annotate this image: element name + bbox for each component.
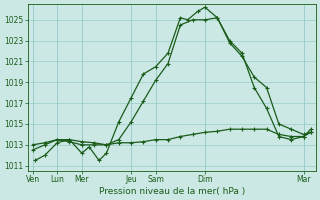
X-axis label: Pression niveau de la mer( hPa ): Pression niveau de la mer( hPa ) bbox=[99, 187, 245, 196]
